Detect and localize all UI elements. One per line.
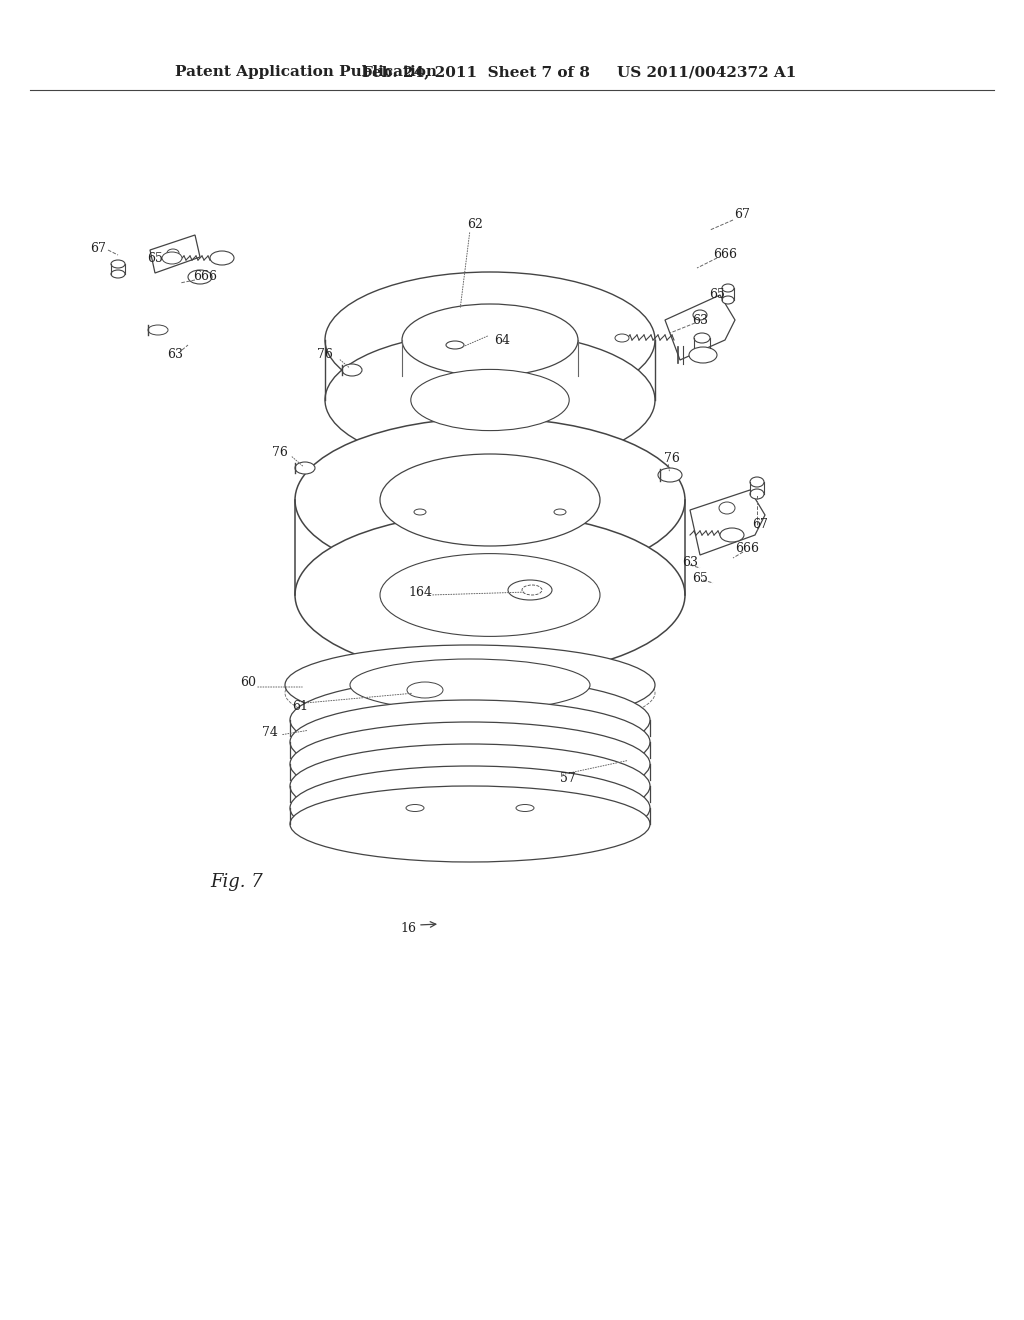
Ellipse shape <box>407 682 443 698</box>
Ellipse shape <box>290 766 650 850</box>
Ellipse shape <box>406 717 424 723</box>
Ellipse shape <box>722 296 734 304</box>
Ellipse shape <box>111 271 125 279</box>
Text: 67: 67 <box>752 519 768 532</box>
Ellipse shape <box>508 579 552 601</box>
Ellipse shape <box>554 510 566 515</box>
Ellipse shape <box>325 333 655 469</box>
Ellipse shape <box>162 252 182 264</box>
Ellipse shape <box>290 700 650 784</box>
Ellipse shape <box>285 653 655 733</box>
Ellipse shape <box>516 760 534 767</box>
Ellipse shape <box>693 310 707 319</box>
Ellipse shape <box>720 528 744 543</box>
Ellipse shape <box>290 722 650 807</box>
Text: 666: 666 <box>193 271 217 284</box>
Polygon shape <box>690 490 765 554</box>
Ellipse shape <box>406 783 424 789</box>
Ellipse shape <box>694 333 710 343</box>
Ellipse shape <box>290 785 650 862</box>
Ellipse shape <box>111 260 125 268</box>
Ellipse shape <box>295 418 685 582</box>
Ellipse shape <box>719 502 735 513</box>
Ellipse shape <box>406 738 424 746</box>
Ellipse shape <box>285 645 655 725</box>
Text: 57: 57 <box>560 771 575 784</box>
Ellipse shape <box>658 469 682 482</box>
Ellipse shape <box>615 334 629 342</box>
Ellipse shape <box>516 717 534 723</box>
Polygon shape <box>150 235 200 273</box>
Ellipse shape <box>380 553 600 636</box>
Ellipse shape <box>148 325 168 335</box>
Text: 63: 63 <box>682 557 698 569</box>
Text: 76: 76 <box>272 446 288 458</box>
Ellipse shape <box>516 783 534 789</box>
Text: Feb. 24, 2011  Sheet 7 of 8: Feb. 24, 2011 Sheet 7 of 8 <box>362 65 590 79</box>
Text: 63: 63 <box>167 348 183 362</box>
Ellipse shape <box>411 370 569 430</box>
Text: 62: 62 <box>467 219 483 231</box>
Ellipse shape <box>689 347 717 363</box>
Text: 76: 76 <box>317 348 333 362</box>
Ellipse shape <box>750 477 764 487</box>
Ellipse shape <box>414 510 426 515</box>
Text: Fig. 7: Fig. 7 <box>210 873 263 891</box>
Text: 65: 65 <box>147 252 163 264</box>
Ellipse shape <box>516 738 534 746</box>
Text: 61: 61 <box>292 701 308 714</box>
Ellipse shape <box>522 585 542 595</box>
Text: 74: 74 <box>262 726 278 738</box>
Ellipse shape <box>290 678 650 762</box>
Ellipse shape <box>722 284 734 292</box>
Ellipse shape <box>295 513 685 677</box>
Ellipse shape <box>350 659 590 711</box>
Text: 67: 67 <box>90 242 105 255</box>
Text: 60: 60 <box>240 676 256 689</box>
Text: 76: 76 <box>664 451 680 465</box>
Text: 666: 666 <box>735 541 759 554</box>
Ellipse shape <box>446 341 464 348</box>
Ellipse shape <box>406 760 424 767</box>
Ellipse shape <box>406 804 424 812</box>
Ellipse shape <box>167 249 179 257</box>
Ellipse shape <box>290 744 650 828</box>
Text: 16: 16 <box>400 921 416 935</box>
Text: 67: 67 <box>734 209 750 222</box>
Text: 64: 64 <box>494 334 510 346</box>
Text: 65: 65 <box>709 289 725 301</box>
Ellipse shape <box>516 804 534 812</box>
Ellipse shape <box>750 488 764 499</box>
Text: 63: 63 <box>692 314 708 326</box>
Ellipse shape <box>380 454 600 546</box>
Ellipse shape <box>342 364 362 376</box>
Ellipse shape <box>325 272 655 408</box>
Text: Patent Application Publication: Patent Application Publication <box>175 65 437 79</box>
Text: 666: 666 <box>713 248 737 261</box>
Ellipse shape <box>295 462 315 474</box>
Text: 65: 65 <box>692 572 708 585</box>
Text: US 2011/0042372 A1: US 2011/0042372 A1 <box>617 65 797 79</box>
Ellipse shape <box>402 304 578 376</box>
Ellipse shape <box>188 271 212 284</box>
Ellipse shape <box>210 251 234 265</box>
Polygon shape <box>665 294 735 360</box>
Text: 164: 164 <box>408 586 432 598</box>
